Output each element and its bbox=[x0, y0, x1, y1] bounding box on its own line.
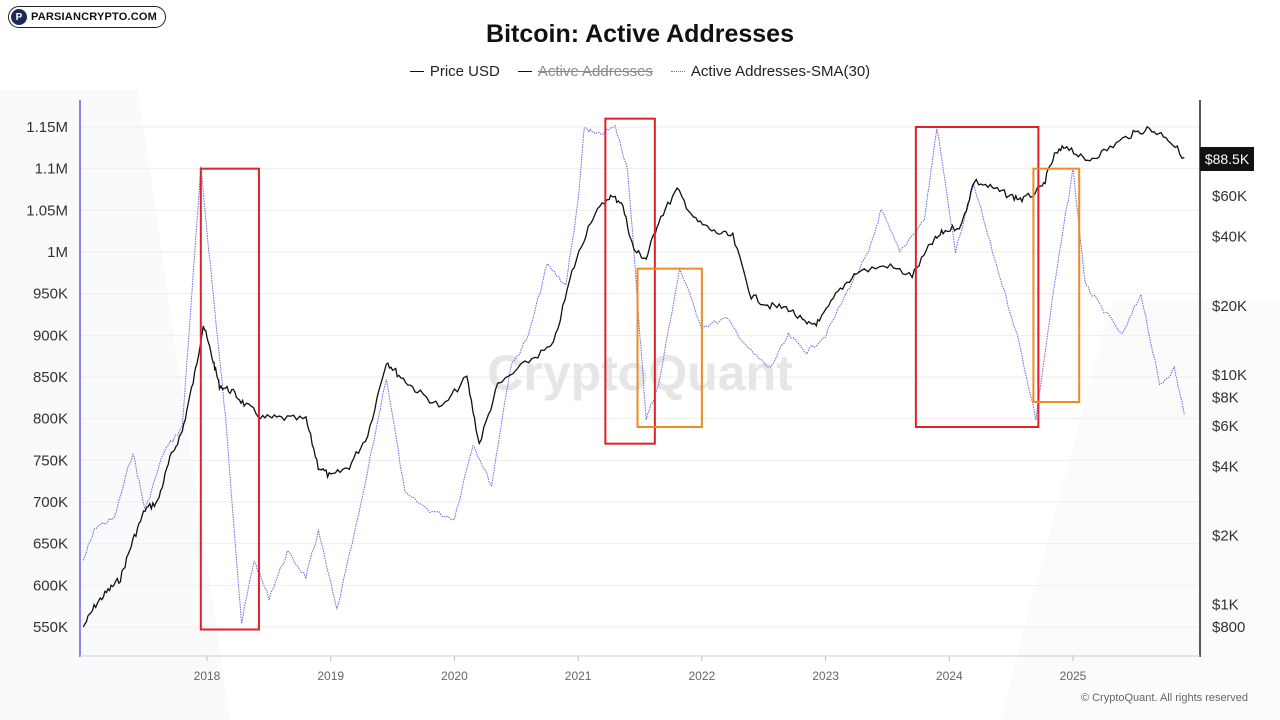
y-right-tick-label: $1K bbox=[1212, 597, 1239, 614]
highlight-box-orange bbox=[636, 267, 703, 428]
y-left-tick-label: 550K bbox=[33, 619, 68, 636]
copyright-footer: © CryptoQuant. All rights reserved bbox=[1080, 692, 1248, 704]
y-left-tick-label: 700K bbox=[33, 494, 68, 511]
x-tick-label: 2018 bbox=[194, 669, 221, 683]
highlight-box-orange bbox=[1032, 167, 1081, 403]
y-left-tick-label: 1.05M bbox=[26, 202, 68, 219]
y-left-tick-label: 850K bbox=[33, 369, 68, 386]
chart-title: Bitcoin: Active Addresses bbox=[486, 20, 794, 48]
y-left-tick-label: 1M bbox=[47, 244, 68, 261]
legend-swatch-active-addresses bbox=[517, 71, 532, 72]
legend-label-sma: Active Addresses-SMA(30) bbox=[690, 63, 871, 80]
highlight-boxes bbox=[199, 117, 1081, 631]
x-tick-label: 2020 bbox=[441, 669, 468, 683]
y-left-tick-label: 600K bbox=[33, 577, 68, 594]
grid-lines bbox=[80, 126, 1200, 628]
watermark: CryptoQuant bbox=[487, 345, 793, 401]
y-left-tick-label: 800K bbox=[33, 411, 68, 428]
y-left-tick-label: 1.15M bbox=[26, 119, 68, 136]
brand-logo[interactable]: P PARSIANCRYPTO.COM bbox=[8, 6, 167, 28]
legend-label-price: Price USD bbox=[429, 63, 500, 80]
legend-label-active-addresses: Active Addresses bbox=[537, 63, 653, 80]
legend-swatch-price bbox=[409, 71, 424, 72]
y-right-tick-label: $2K bbox=[1212, 528, 1239, 545]
legend-item-price[interactable]: Price USD bbox=[409, 63, 500, 80]
y-right-tick-label: $4K bbox=[1212, 458, 1239, 475]
x-tick-label: 2024 bbox=[936, 669, 963, 683]
y-right-tick-label: $60K bbox=[1212, 188, 1247, 205]
highlight-box-red bbox=[914, 126, 1040, 428]
chart-legend: Price USD Active Addresses Active Addres… bbox=[0, 63, 1280, 80]
y-right-tick-label: $800 bbox=[1212, 619, 1245, 636]
highlight-box-red bbox=[604, 117, 656, 445]
legend-item-active-addresses[interactable]: Active Addresses bbox=[517, 63, 653, 80]
series-line-active-addresses-sma bbox=[82, 124, 1185, 624]
tick-labels: 550K 600K 650K 700K 750K 800K 850K 900K 950K 1M 1.… bbox=[26, 119, 1247, 683]
y-left-tick-label: 750K bbox=[33, 452, 68, 469]
x-tick-label: 2023 bbox=[812, 669, 839, 683]
y-left-tick-label: 900K bbox=[33, 327, 68, 344]
y-left-tick-label: 650K bbox=[33, 536, 68, 553]
y-right-tick-label: $20K bbox=[1212, 298, 1247, 315]
highlight-box-red bbox=[199, 167, 260, 631]
logo-mark-icon: P bbox=[11, 9, 27, 25]
x-tick-label: 2019 bbox=[317, 669, 344, 683]
axes bbox=[79, 100, 1201, 661]
current-price-tag: $88.5K bbox=[1200, 147, 1254, 171]
x-tick-label: 2025 bbox=[1060, 669, 1087, 683]
x-tick-label: 2022 bbox=[689, 669, 716, 683]
y-right-tick-label: $8K bbox=[1212, 389, 1239, 406]
legend-item-sma[interactable]: Active Addresses-SMA(30) bbox=[670, 63, 871, 80]
y-right-tick-label: $40K bbox=[1212, 229, 1247, 246]
series-lines bbox=[82, 124, 1185, 628]
y-left-tick-label: 950K bbox=[33, 286, 68, 303]
legend-swatch-sma bbox=[670, 71, 685, 72]
y-left-tick-label: 1.1M bbox=[35, 161, 68, 178]
logo-text: PARSIANCRYPTO.COM bbox=[31, 11, 158, 23]
y-right-tick-label: $10K bbox=[1212, 367, 1247, 384]
x-tick-label: 2021 bbox=[565, 669, 592, 683]
y-right-tick-label: $6K bbox=[1212, 418, 1239, 435]
series-line-price bbox=[82, 125, 1185, 628]
